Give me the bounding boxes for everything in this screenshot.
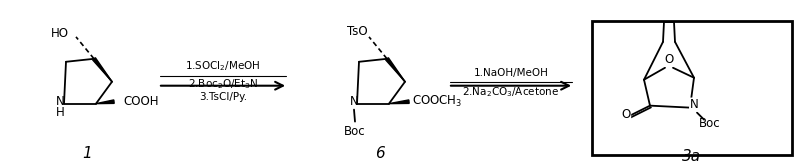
Bar [592, 21, 792, 156]
Text: 3.TsCl/Py.: 3.TsCl/Py. [199, 92, 247, 102]
Text: 3a: 3a [682, 149, 702, 164]
Text: N: N [56, 95, 64, 108]
Polygon shape [386, 58, 405, 82]
Text: 1.NaOH/MeOH: 1.NaOH/MeOH [474, 68, 549, 78]
Text: O: O [664, 53, 674, 66]
Polygon shape [96, 100, 114, 104]
Text: 6: 6 [375, 146, 385, 161]
Text: COOCH$_3$: COOCH$_3$ [412, 94, 462, 109]
Text: 1: 1 [82, 146, 92, 161]
Text: H: H [56, 106, 64, 119]
Text: Boc: Boc [699, 117, 721, 130]
Text: COOH: COOH [123, 95, 158, 108]
Text: N: N [350, 95, 358, 108]
Text: 2.Na$_2$CO$_3$/Acetone: 2.Na$_2$CO$_3$/Acetone [462, 85, 559, 99]
Text: 2.Boc$_2$O/Et$_3$N: 2.Boc$_2$O/Et$_3$N [188, 77, 258, 91]
Text: TsO: TsO [346, 25, 367, 38]
Polygon shape [389, 100, 409, 104]
Text: Boc: Boc [344, 125, 366, 138]
Text: N: N [690, 98, 698, 111]
Text: O: O [622, 108, 630, 121]
Text: 1.SOCl$_2$/MeOH: 1.SOCl$_2$/MeOH [186, 59, 261, 73]
Text: HO: HO [51, 27, 69, 40]
Polygon shape [93, 58, 112, 82]
